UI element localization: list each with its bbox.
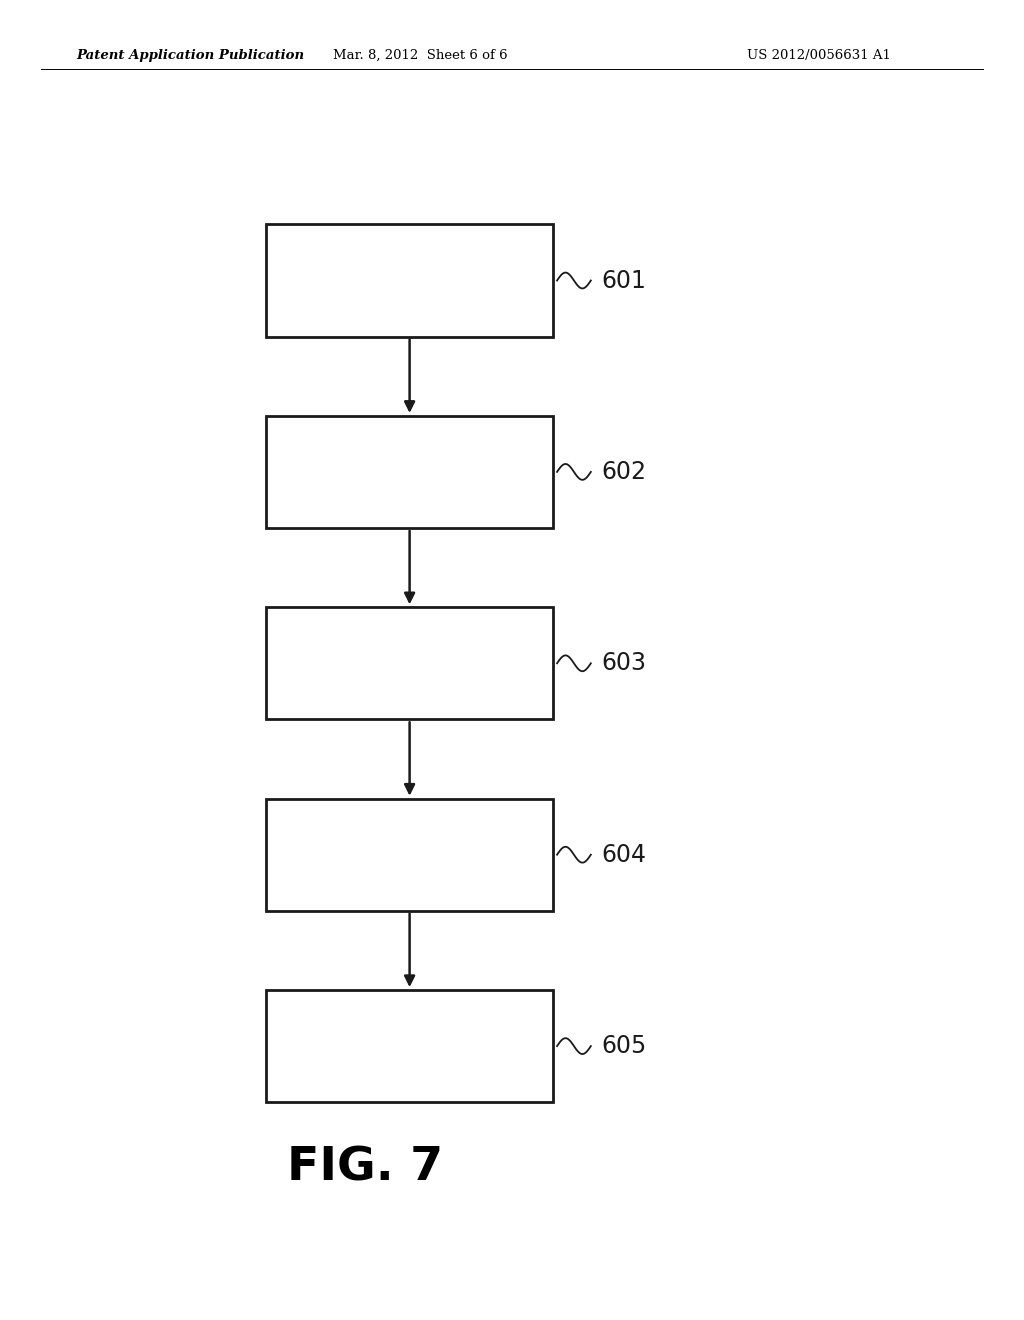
Text: 602: 602 (601, 459, 646, 484)
Text: US 2012/0056631 A1: US 2012/0056631 A1 (748, 49, 891, 62)
Bar (266, 990, 553, 1102)
Bar (266, 607, 553, 719)
Bar (266, 799, 553, 911)
Text: 601: 601 (601, 268, 646, 293)
Text: FIG. 7: FIG. 7 (287, 1146, 442, 1191)
Text: 604: 604 (601, 842, 646, 867)
Bar (266, 416, 553, 528)
Bar (266, 224, 553, 337)
Text: 605: 605 (601, 1034, 646, 1059)
Text: Mar. 8, 2012  Sheet 6 of 6: Mar. 8, 2012 Sheet 6 of 6 (333, 49, 507, 62)
Text: 603: 603 (601, 651, 646, 676)
Text: Patent Application Publication: Patent Application Publication (77, 49, 305, 62)
